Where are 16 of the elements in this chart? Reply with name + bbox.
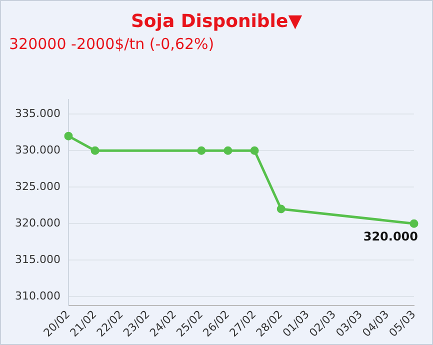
chart-subtitle: 320000 -2000$/tn (-0,62%) (9, 35, 216, 53)
y-tick-label: 320.000 (14, 216, 60, 230)
y-tick-label: 310.000 (14, 289, 60, 302)
point (197, 146, 206, 155)
point (410, 219, 418, 228)
y-tick-label: 335.000 (14, 107, 60, 120)
annotation: 320.000 (363, 230, 418, 244)
y-tick-label: 315.000 (14, 252, 60, 266)
point (276, 204, 286, 214)
point (224, 146, 232, 155)
y-tick-label: 330.000 (14, 144, 60, 157)
point (64, 132, 73, 140)
y-tick-label: 325.000 (14, 180, 60, 193)
point (250, 146, 259, 155)
chart-title: Soja Disponible▼ (130, 11, 304, 32)
point (90, 146, 100, 155)
